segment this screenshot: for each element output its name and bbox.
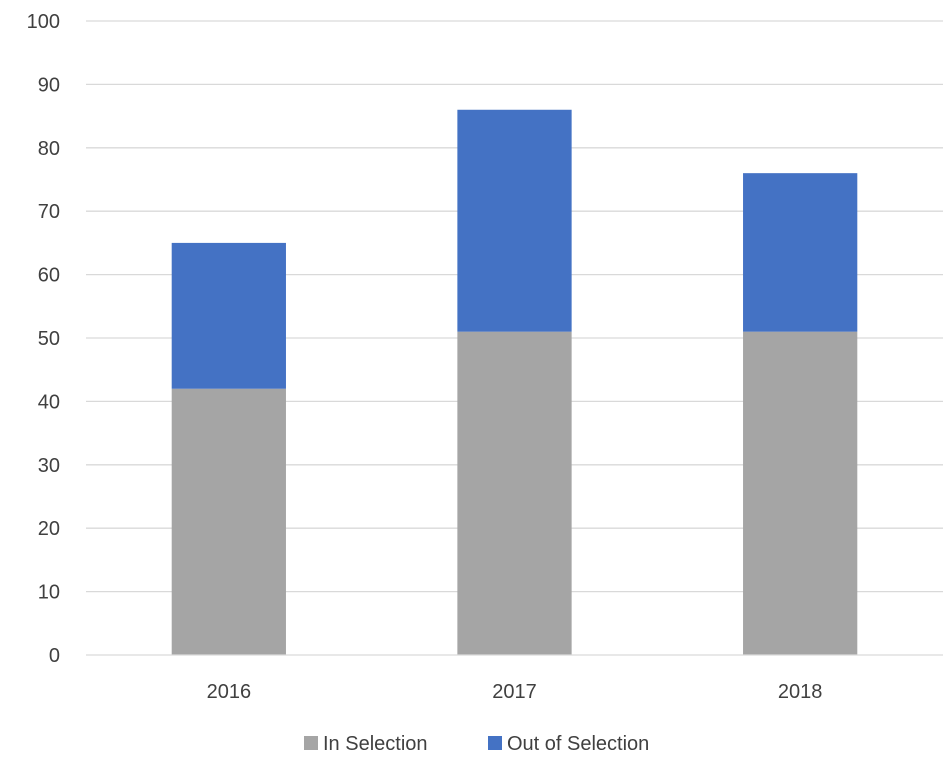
y-tick-label: 70 [38, 201, 60, 223]
bar-segment-in-selection-2016 [171, 388, 286, 655]
y-tick-label: 0 [49, 645, 60, 667]
bar-segment-out-of-selection-2018 [743, 173, 858, 332]
axes: 0 10 20 30 40 50 60 70 80 90 100 2016 2017 2018 [27, 11, 943, 703]
y-tick-label: 80 [38, 138, 60, 160]
y-tick-label: 40 [38, 391, 60, 413]
bar-segment-in-selection-2018 [743, 331, 858, 655]
y-tick-label: 10 [38, 582, 60, 604]
y-tick-label: 30 [38, 455, 60, 477]
y-tick-label: 60 [38, 265, 60, 287]
bars [171, 109, 858, 655]
y-tick-label: 50 [38, 328, 60, 350]
legend: In Selection Out of Selection [304, 733, 649, 755]
bar-segment-in-selection-2017 [457, 331, 572, 655]
bar-segment-out-of-selection-2017 [457, 109, 572, 332]
x-tick-label: 2018 [778, 681, 823, 703]
y-tick-label: 20 [38, 518, 60, 540]
y-tick-label: 90 [38, 74, 60, 96]
x-tick-label: 2017 [492, 681, 537, 703]
y-tick-label: 100 [27, 11, 60, 33]
legend-label: In Selection [323, 733, 428, 755]
legend-swatch [304, 736, 318, 750]
x-tick-label: 2016 [207, 681, 252, 703]
bar-segment-out-of-selection-2016 [171, 242, 286, 389]
legend-label: Out of Selection [507, 733, 649, 755]
legend-swatch [488, 736, 502, 750]
